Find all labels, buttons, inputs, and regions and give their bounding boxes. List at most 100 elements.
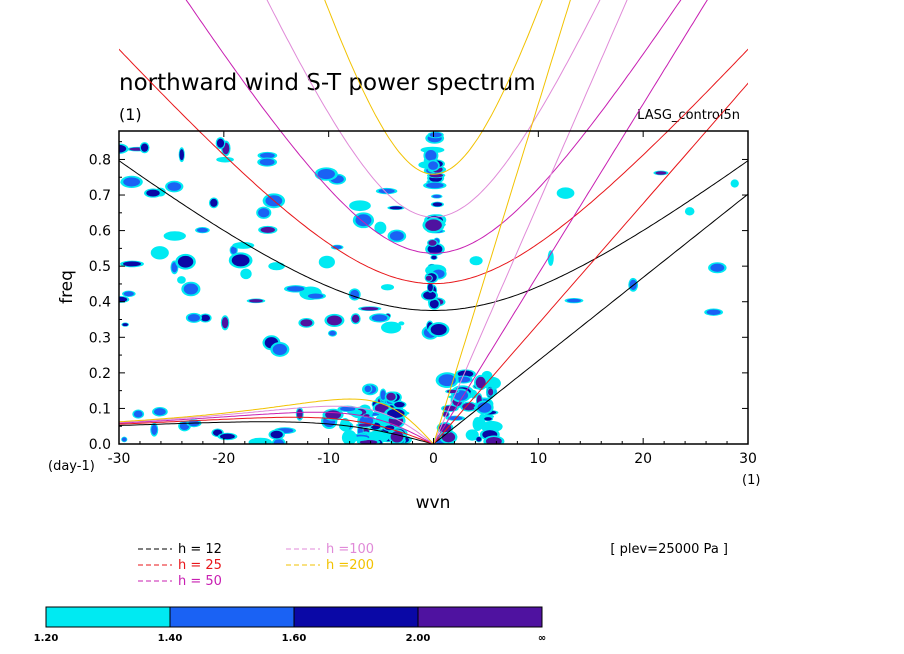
power-cell: [232, 242, 255, 249]
power-cell: [386, 392, 396, 401]
power-cell: [361, 306, 379, 311]
power-cell: [443, 405, 457, 412]
power-cell: [216, 156, 234, 163]
colorbar-label: 2.00: [406, 633, 431, 644]
power-cell: [380, 284, 395, 291]
power-cell: [359, 439, 378, 444]
y-tick-label: 0.1: [89, 401, 111, 417]
power-cell: [133, 410, 143, 418]
inertia-gravity-curve: [266, 0, 601, 218]
legend-label: h =100: [326, 542, 374, 557]
power-cell: [684, 207, 695, 216]
power-cell: [374, 221, 387, 235]
power-cell: [177, 255, 194, 268]
rossby-curve: [119, 421, 434, 444]
power-cell: [121, 437, 127, 442]
power-cell: [123, 177, 141, 187]
power-cell: [216, 138, 225, 148]
inertia-gravity-curve: [119, 48, 748, 285]
kelvin-curve: [433, 82, 748, 444]
y-axis-unit: (day-1): [48, 459, 95, 474]
kelvin-curve: [433, 0, 708, 444]
power-cell: [196, 227, 208, 233]
colorbar-segment: [417, 606, 543, 628]
dispersion-curves: [119, 0, 748, 444]
power-cell: [268, 262, 285, 271]
colorbar-label: 1.40: [158, 633, 183, 644]
power-cell: [210, 198, 218, 207]
rossby-curve: [119, 411, 434, 444]
power-cell: [655, 171, 667, 175]
power-cell: [273, 439, 285, 444]
power-cell: [428, 161, 439, 170]
power-cell: [123, 291, 134, 297]
x-tick-label: 30: [739, 451, 757, 467]
y-tick-label: 0.0: [89, 437, 111, 453]
power-cell: [364, 385, 372, 393]
power-cell: [426, 182, 444, 189]
power-cell: [248, 437, 273, 444]
chart-subtitle: (1): [119, 105, 142, 124]
power-cell: [240, 268, 252, 280]
power-cell: [220, 433, 235, 440]
power-cell: [475, 376, 486, 389]
x-tick-label: 0: [429, 451, 438, 467]
power-cell: [477, 402, 492, 413]
power-cell: [326, 315, 342, 326]
y-tick-label: 0.5: [89, 259, 111, 275]
power-cell: [167, 182, 182, 191]
x-axis-label: wvn: [416, 493, 451, 513]
rossby-curve: [119, 416, 434, 444]
x-tick-label: -30: [108, 451, 131, 467]
power-cell: [270, 430, 283, 439]
colorbar-segment: [293, 606, 419, 628]
power-cell: [187, 314, 200, 322]
power-cell: [249, 299, 263, 303]
power-cell: [318, 255, 335, 269]
kelvin-curve: [433, 193, 748, 444]
power-cell: [150, 246, 169, 260]
power-cell: [296, 408, 303, 420]
power-cell: [485, 436, 502, 444]
power-cell: [488, 388, 494, 396]
power-shading: [119, 131, 739, 444]
inertia-gravity-curve: [119, 160, 748, 311]
power-cell: [300, 319, 313, 327]
power-cell: [484, 417, 492, 421]
power-cell: [341, 429, 357, 444]
power-cell: [329, 330, 336, 336]
legend-label: h = 25: [178, 558, 222, 573]
power-cell: [151, 424, 158, 435]
power-cell: [472, 417, 483, 432]
power-cell: [469, 256, 483, 266]
experiment-label: LASG_control5n: [637, 108, 740, 123]
power-cell: [425, 150, 437, 161]
x-tick-label: 20: [634, 451, 652, 467]
plev-annotation: [ plev=25000 Pa ]: [610, 542, 728, 557]
power-cell: [200, 314, 211, 322]
chart-title: northward wind S-T power spectrum: [119, 70, 536, 96]
power-cell: [429, 299, 439, 309]
power-cell: [389, 231, 404, 241]
power-cell: [339, 418, 351, 432]
power-cell: [258, 208, 270, 218]
power-cell: [353, 436, 369, 441]
power-cell: [547, 250, 554, 266]
kelvin-curve: [433, 0, 628, 444]
power-cell: [307, 293, 324, 299]
x-tick-label: -10: [317, 451, 340, 467]
power-cell: [146, 189, 160, 197]
power-cell: [465, 429, 479, 441]
power-cell: [221, 317, 229, 329]
y-axis-label: freq: [57, 270, 77, 304]
power-cell: [371, 314, 388, 322]
power-cell: [122, 323, 129, 327]
power-cell: [476, 436, 482, 442]
power-cell: [230, 246, 237, 255]
power-cell: [730, 179, 739, 188]
legend-label: h =200: [326, 558, 374, 573]
power-cell: [183, 283, 199, 295]
power-cell: [340, 406, 356, 412]
